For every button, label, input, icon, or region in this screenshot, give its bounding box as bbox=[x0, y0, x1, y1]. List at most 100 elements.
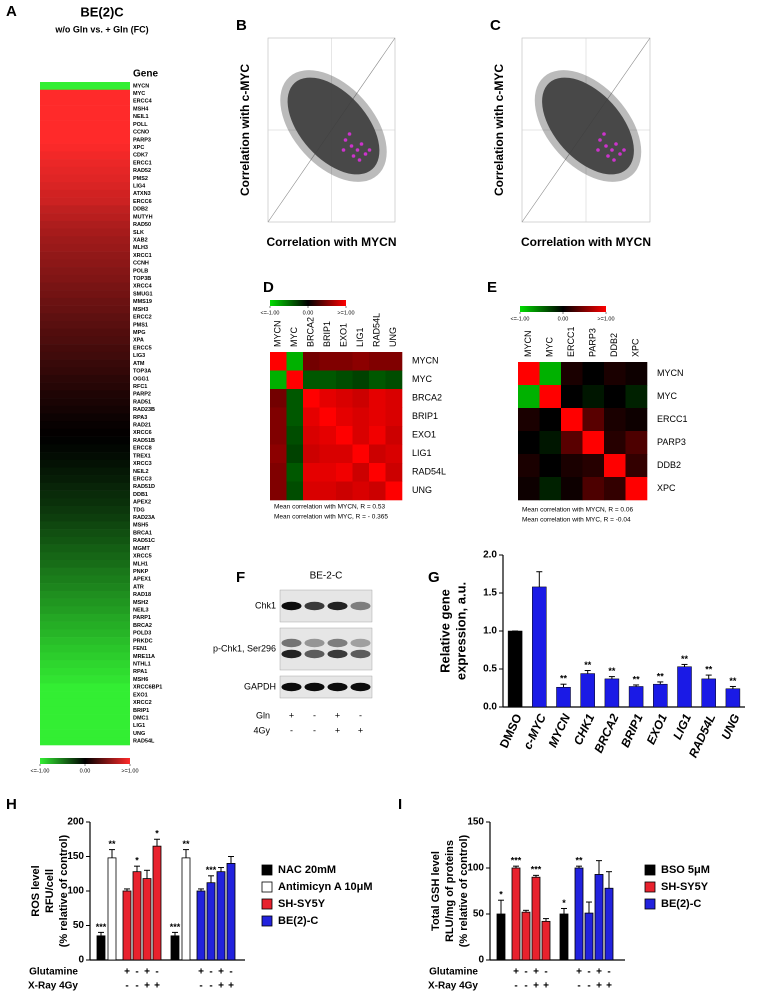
heatmap-cell bbox=[40, 428, 130, 437]
condition-value: - bbox=[229, 967, 232, 978]
highlight-point bbox=[359, 142, 364, 146]
matrix-cell bbox=[625, 477, 648, 501]
matrix-cell bbox=[286, 426, 304, 445]
heatmap-cell bbox=[40, 143, 130, 152]
row-label: PARP2 bbox=[133, 392, 151, 398]
matrix-cell bbox=[625, 362, 648, 386]
heatmap-cell bbox=[40, 351, 130, 360]
matrix-cell bbox=[539, 408, 562, 432]
bar bbox=[152, 845, 162, 961]
matrix-cell bbox=[319, 444, 337, 464]
bar bbox=[580, 673, 595, 708]
condition-value: - bbox=[209, 981, 212, 992]
matrix-cell bbox=[604, 477, 626, 501]
row-label: ERCC3 bbox=[133, 476, 152, 482]
blot-label: p-Chk1, Ser296 bbox=[213, 643, 276, 653]
heatmap-cell bbox=[40, 544, 130, 553]
y-axis-label: Correlation with c-MYC bbox=[492, 64, 506, 196]
matrix-cell bbox=[352, 463, 370, 482]
row-label: MYC bbox=[412, 374, 433, 384]
legend-label: SH-SY5Y bbox=[278, 898, 326, 910]
y-axis-label: (% relative of control) bbox=[58, 834, 70, 947]
y-axis-label: RLU/mg of proteins bbox=[444, 840, 456, 942]
y-tick-label: 50 bbox=[473, 909, 485, 920]
bar bbox=[604, 887, 614, 961]
error-bar bbox=[183, 849, 189, 858]
row-label: DDB2 bbox=[133, 207, 148, 213]
row-label: PARP3 bbox=[657, 437, 686, 447]
x-tick-label: c-MYC bbox=[520, 711, 549, 751]
heatmap-cell bbox=[40, 421, 130, 430]
row-label: PARP1 bbox=[133, 615, 151, 621]
matrix-cell bbox=[319, 407, 337, 427]
panel-letter: I bbox=[398, 796, 402, 813]
y-tick-label: 1.0 bbox=[483, 626, 497, 637]
matrix-cell bbox=[270, 407, 287, 427]
bar bbox=[584, 912, 594, 961]
column-label: ERCC1 bbox=[566, 326, 576, 357]
bar bbox=[181, 857, 191, 961]
error-bar bbox=[533, 874, 539, 878]
condition-value: - bbox=[524, 967, 527, 978]
heatmap-cell bbox=[40, 390, 130, 399]
condition-value: + bbox=[218, 981, 224, 992]
significance: *** bbox=[531, 865, 542, 875]
heatmap-cell bbox=[40, 228, 130, 237]
row-label: APEX1 bbox=[133, 577, 151, 583]
error-bar bbox=[608, 676, 615, 679]
condition-value: - bbox=[199, 981, 202, 992]
heatmap-cell bbox=[40, 166, 130, 175]
matrix-cell bbox=[286, 407, 304, 427]
matrix-cell bbox=[352, 444, 370, 464]
heatmap-cell bbox=[40, 675, 130, 684]
heatmap-cell bbox=[40, 536, 130, 545]
heatmap-cell bbox=[40, 197, 130, 206]
heatmap-cell bbox=[40, 691, 130, 700]
heatmap-cell bbox=[40, 637, 130, 646]
row-label: PARP3 bbox=[133, 137, 151, 143]
bar bbox=[677, 666, 692, 708]
matrix-cell bbox=[336, 370, 353, 390]
row-label: RAD51D bbox=[133, 484, 155, 490]
condition-value: - bbox=[607, 967, 610, 978]
error-bar bbox=[109, 849, 115, 858]
blot-strip bbox=[279, 675, 373, 699]
row-label: CCNO bbox=[133, 130, 150, 136]
colorbar-label: <=-1.00 bbox=[261, 310, 280, 316]
matrix-cell bbox=[336, 389, 353, 408]
matrix-cell bbox=[518, 362, 540, 386]
row-label: RPA3 bbox=[133, 415, 147, 421]
y-axis-label: expression, a.u. bbox=[453, 582, 468, 680]
row-label: MPG bbox=[133, 330, 146, 336]
condition-value: + bbox=[228, 981, 234, 992]
condition-value: + bbox=[289, 710, 294, 720]
legend-swatch bbox=[261, 898, 273, 910]
row-label: BRIP1 bbox=[133, 708, 149, 714]
heatmap-title: BE(2)C bbox=[80, 4, 124, 19]
bar bbox=[521, 911, 531, 961]
bar bbox=[122, 890, 132, 961]
bar bbox=[653, 683, 668, 708]
significance: ** bbox=[560, 674, 568, 684]
matrix-cell bbox=[303, 463, 320, 482]
heatmap-cell bbox=[40, 521, 130, 530]
heatmap-cell bbox=[40, 552, 130, 561]
x-axis-label: Correlation with MYCN bbox=[521, 235, 651, 249]
matrix-cell bbox=[336, 352, 353, 371]
y-tick-label: 0.5 bbox=[483, 664, 497, 675]
note: Mean correlation with MYC, R = -0.04 bbox=[522, 517, 631, 524]
blot-band bbox=[304, 649, 325, 659]
row-label: BRCA2 bbox=[133, 623, 152, 629]
heatmap-cell bbox=[40, 105, 130, 114]
colorbar bbox=[40, 758, 130, 764]
panel-letter: B bbox=[236, 17, 247, 34]
blot-band bbox=[350, 638, 371, 648]
colorbar bbox=[520, 306, 606, 312]
error-bar bbox=[198, 888, 204, 891]
x-tick-label: MYCN bbox=[545, 711, 573, 749]
row-label: MYCN bbox=[133, 83, 149, 89]
matrix-cell bbox=[319, 463, 337, 482]
row-label: XRCC1 bbox=[133, 253, 152, 259]
matrix-cell bbox=[604, 408, 626, 432]
column-label: XPC bbox=[631, 338, 641, 357]
